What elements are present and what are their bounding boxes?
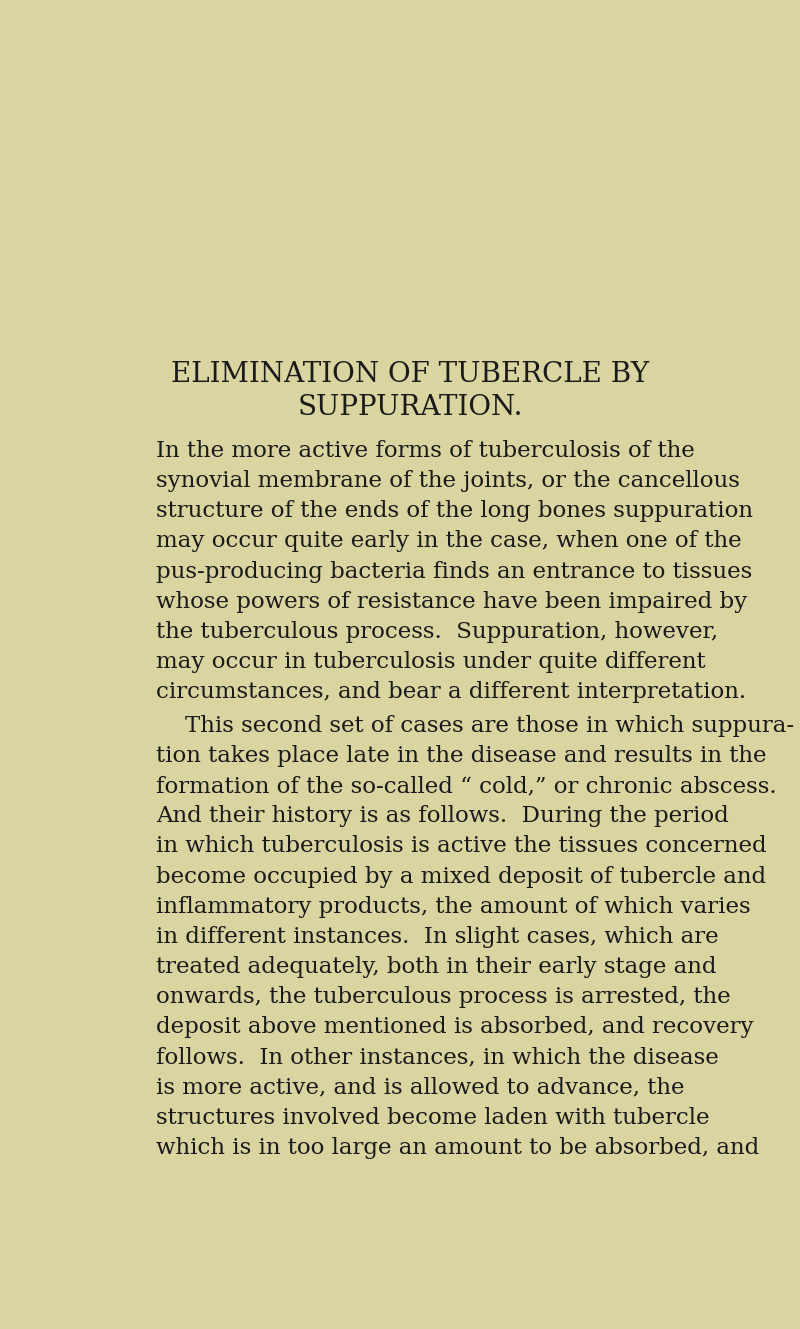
Text: synovial membrane of the joints, or the cancellous: synovial membrane of the joints, or the … xyxy=(156,470,740,492)
Text: may occur in tuberculosis under quite different: may occur in tuberculosis under quite di… xyxy=(156,651,706,674)
Text: follows.  In other instances, in which the disease: follows. In other instances, in which th… xyxy=(156,1047,718,1069)
Text: And their history is as follows.  During the period: And their history is as follows. During … xyxy=(156,805,729,827)
Text: the tuberculous process.  Suppuration, however,: the tuberculous process. Suppuration, ho… xyxy=(156,621,718,643)
Text: inflammatory products, the amount of which varies: inflammatory products, the amount of whi… xyxy=(156,896,750,918)
Text: may occur quite early in the case, when one of the: may occur quite early in the case, when … xyxy=(156,530,742,553)
Text: structure of the ends of the long bones suppuration: structure of the ends of the long bones … xyxy=(156,500,753,522)
Text: pus-producing bacteria finds an entrance to tissues: pus-producing bacteria finds an entrance… xyxy=(156,561,752,582)
Text: formation of the so-called “ cold,” or chronic abscess.: formation of the so-called “ cold,” or c… xyxy=(156,775,777,797)
Text: become occupied by a mixed deposit of tubercle and: become occupied by a mixed deposit of tu… xyxy=(156,865,766,888)
Text: is more active, and is allowed to advance, the: is more active, and is allowed to advanc… xyxy=(156,1076,684,1099)
Text: This second set of cases are those in which suppura-: This second set of cases are those in wh… xyxy=(156,715,794,736)
Text: structures involved become laden with tubercle: structures involved become laden with tu… xyxy=(156,1107,710,1130)
Text: onwards, the tuberculous process is arrested, the: onwards, the tuberculous process is arre… xyxy=(156,986,730,1009)
Text: whose powers of resistance have been impaired by: whose powers of resistance have been imp… xyxy=(156,591,747,613)
Text: deposit above mentioned is absorbed, and recovery: deposit above mentioned is absorbed, and… xyxy=(156,1017,754,1038)
Text: in which tuberculosis is active the tissues concerned: in which tuberculosis is active the tiss… xyxy=(156,836,766,857)
Text: in different instances.  In slight cases, which are: in different instances. In slight cases,… xyxy=(156,926,718,948)
Text: In the more active forms of tuberculosis of the: In the more active forms of tuberculosis… xyxy=(156,440,694,462)
Text: which is in too large an amount to be absorbed, and: which is in too large an amount to be ab… xyxy=(156,1138,759,1159)
Text: treated adequately, both in their early stage and: treated adequately, both in their early … xyxy=(156,956,716,978)
Text: tion takes place late in the disease and results in the: tion takes place late in the disease and… xyxy=(156,744,766,767)
Text: circumstances, and bear a different interpretation.: circumstances, and bear a different inte… xyxy=(156,682,746,703)
Text: ELIMINATION OF TUBERCLE BY: ELIMINATION OF TUBERCLE BY xyxy=(171,361,649,388)
Text: SUPPURATION.: SUPPURATION. xyxy=(298,393,522,420)
